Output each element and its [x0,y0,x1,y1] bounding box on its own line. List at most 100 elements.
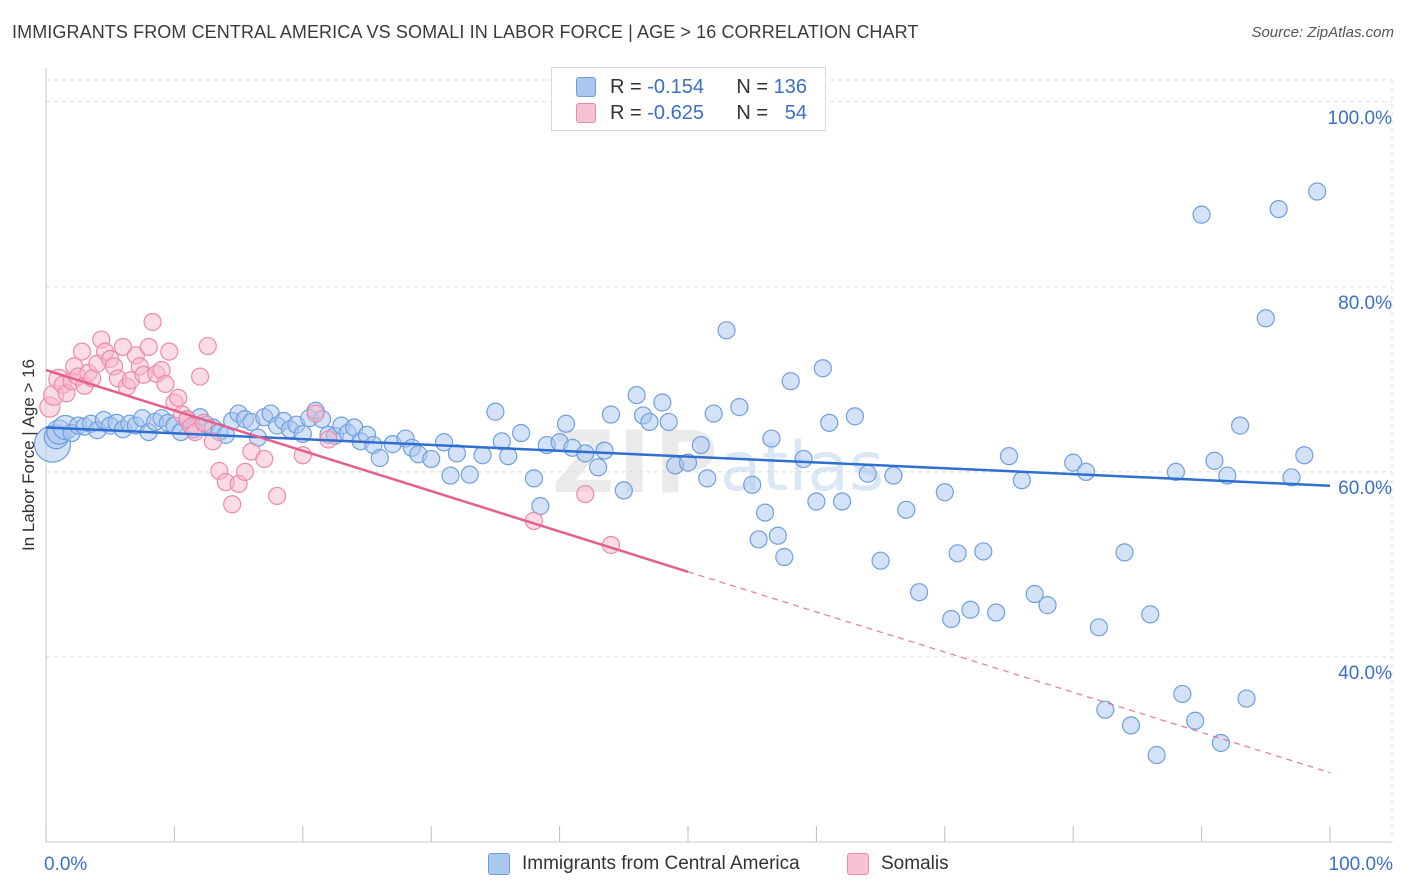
tick-labels: 40.0% 60.0% 80.0% 100.0% 0.0% 100.0% [44,108,1393,875]
point-central-america [1025,584,1044,604]
point-central-america [948,544,967,563]
point-central-america [743,475,762,494]
point-central-america [768,526,787,545]
point-central-america [820,413,839,432]
point-central-america [1012,471,1031,490]
point-central-america [871,551,890,570]
point-central-america [1269,199,1288,219]
point-central-america [511,423,531,443]
trend-lines [45,368,1331,774]
point-somalis [143,312,162,332]
point-central-america [987,603,1006,622]
point-central-america [698,469,717,488]
point-central-america [614,481,633,500]
bottom-legend-label: Somalis [881,853,949,874]
point-central-america [473,446,492,465]
point-central-america [813,359,832,378]
point-central-america [807,492,826,511]
point-somalis [72,342,92,361]
point-central-america [441,466,460,485]
point-central-america [1038,596,1057,615]
point-central-america [1282,468,1301,487]
point-central-america [1096,700,1115,719]
x-tick-label-right: 100.0% [1329,854,1394,875]
point-central-america [1141,605,1160,624]
point-central-america [1211,733,1230,753]
legend-swatch-pink [576,103,596,123]
point-central-america [653,393,672,412]
point-central-america [845,407,865,426]
trend-line-somalis [45,368,689,574]
point-central-america [794,449,813,469]
y-tick-label: 60.0% [1338,478,1392,499]
point-somalis [235,462,255,481]
point-central-america [775,547,794,567]
point-central-america [781,372,800,391]
point-central-america [762,429,781,448]
y-tick-label: 40.0% [1338,663,1392,684]
point-central-america [974,542,993,561]
point-central-america [832,492,852,511]
point-central-america [659,412,678,432]
y-tick-label: 80.0% [1338,293,1392,314]
legend-n-label: N = [736,75,769,98]
source-label: Source: ZipAtlas.com [1251,24,1394,41]
point-central-america [1237,689,1256,708]
point-central-america [589,458,608,477]
legend-r-value: -0.154 [647,75,704,98]
point-somalis [198,336,217,356]
point-central-america [1295,446,1314,465]
legend-r-label: R = [610,75,642,98]
bottom-legend-somalis: Somalis [847,851,949,877]
point-central-america [749,530,768,549]
legend-n-value: 136 [773,75,807,98]
point-central-america [1256,309,1275,328]
correlation-legend: R = -0.154 N = 136 R = -0.625 N = 54 [551,67,826,131]
point-central-america [460,465,479,484]
legend-n-label: N = [736,101,769,124]
point-central-america [499,447,518,466]
point-somalis [190,367,210,386]
point-somalis [268,486,287,506]
y-axis-label: In Labor Force | Age > 16 [19,359,38,551]
trend-line-somalis-extension [687,571,1331,774]
point-central-america [1173,684,1192,704]
point-central-america [486,402,505,421]
point-central-america [704,404,723,423]
point-central-america [1089,618,1108,637]
point-central-america [1231,416,1250,435]
point-central-america [627,385,646,405]
point-somalis [223,495,242,514]
point-central-america [1308,182,1327,201]
point-central-america [961,600,980,619]
point-somalis [306,404,325,423]
x-tick-label-left: 0.0% [44,854,87,875]
point-central-america [1076,462,1096,481]
point-central-america [640,412,659,432]
point-central-america [942,609,961,629]
point-central-america [1115,543,1134,562]
legend-r-value: -0.625 [647,101,704,124]
point-somalis [203,432,223,451]
point-central-america [422,449,441,469]
point-central-america [1205,451,1224,470]
legend-r-label: R = [610,101,642,124]
point-somalis [576,484,595,504]
point-central-america [691,435,710,455]
point-central-america [1166,462,1186,481]
legend-row-somalis: R = -0.625 N = 54 [576,101,807,125]
point-central-america [717,321,736,340]
point-central-america [910,583,929,602]
point-central-america [1186,711,1205,730]
legend-row-central-america: R = -0.154 N = 136 [576,75,807,99]
bottom-legend-label: Immigrants from Central America [522,853,800,874]
point-central-america [999,447,1019,466]
series-central-america-points [33,182,1327,765]
point-somalis [160,342,179,361]
chart-title: IMMIGRANTS FROM CENTRAL AMERICA VS SOMAL… [12,22,919,42]
point-central-america [935,483,954,502]
point-central-america [595,441,614,460]
bottom-legend-central-america: Immigrants from Central America [488,851,800,877]
legend-swatch-blue [576,77,596,97]
point-central-america [1121,716,1141,735]
